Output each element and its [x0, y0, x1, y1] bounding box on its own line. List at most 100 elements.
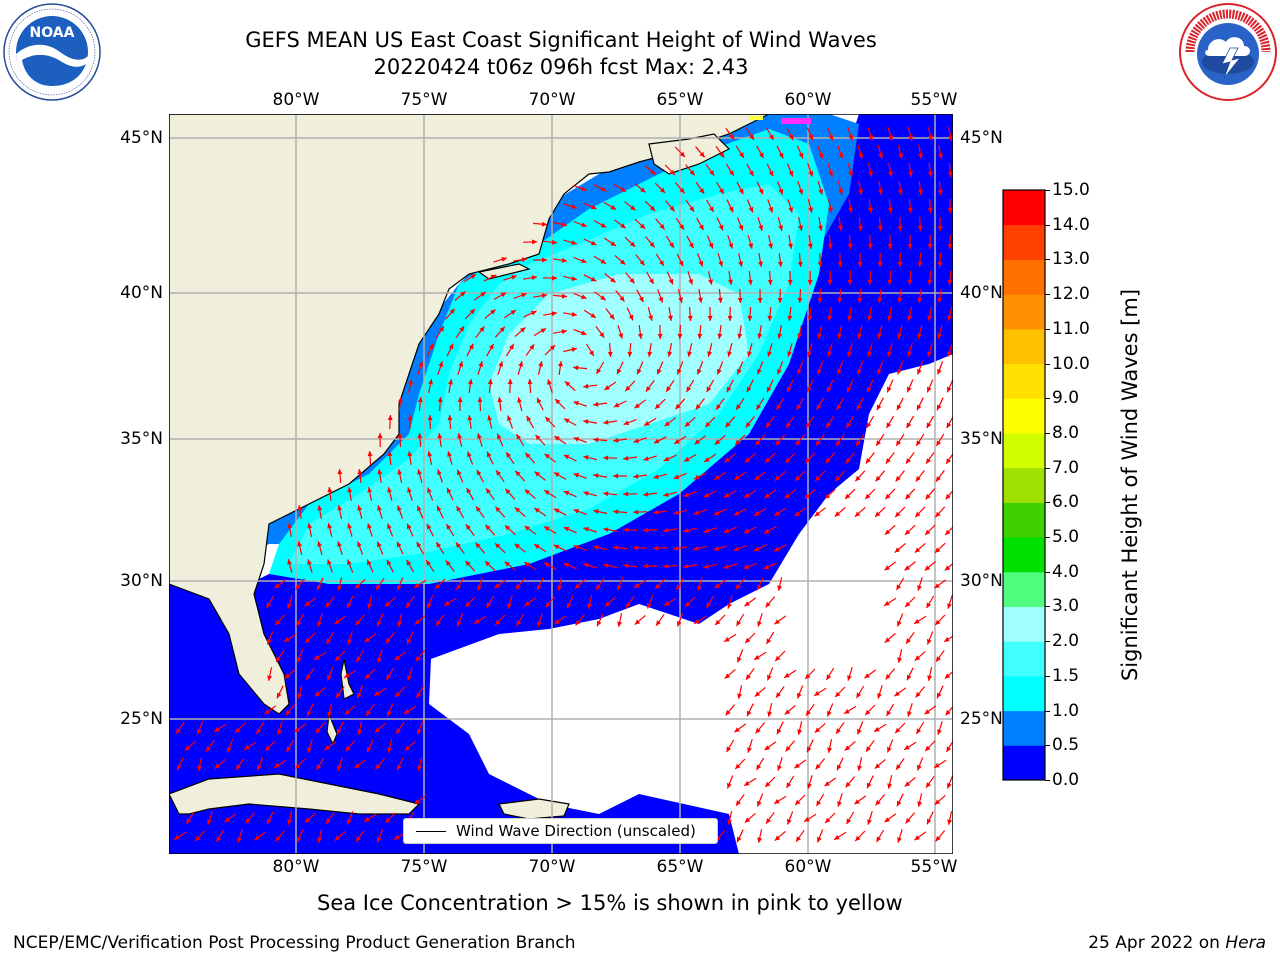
wave-direction-arrowhead [543, 562, 550, 568]
wave-direction-arrowhead [347, 523, 352, 529]
lat-tick-right: 35°N [960, 429, 1003, 449]
sea-ice-note: Sea Ice Concentration > 15% is shown in … [317, 891, 903, 915]
wave-direction-arrowhead [707, 316, 713, 321]
wave-direction-arrowhead [460, 291, 466, 297]
wave-direction-arrowhead [266, 602, 272, 609]
wave-direction-arrowhead [747, 315, 753, 321]
wave-direction-arrowhead [467, 379, 473, 385]
colorbar-segment [1003, 675, 1045, 712]
wave-direction-arrowhead [613, 437, 619, 443]
wave-direction-arrowhead [427, 451, 433, 457]
wave-direction-arrowhead [917, 801, 923, 807]
wave-direction-arrowhead [798, 225, 803, 231]
wave-direction-arrowhead [276, 656, 281, 662]
band-2-3 [489, 274, 749, 444]
footer-credit: NCEP/EMC/Verification Post Processing Pr… [13, 933, 576, 953]
wave-direction-arrowhead [697, 333, 703, 339]
wave-direction-arrowhead [887, 386, 892, 393]
wave-direction-arrowhead [327, 559, 332, 565]
wave-direction-arrowhead [663, 563, 669, 569]
wave-direction-arrowhead [307, 559, 312, 565]
colorbar-tick-mark [1045, 259, 1050, 261]
wave-direction-arrowhead [755, 439, 761, 446]
wave-direction-arrowhead [625, 385, 631, 392]
wave-direction-arrowhead [524, 601, 530, 607]
wave-direction-arrowhead [649, 205, 656, 211]
wave-direction-arrowhead [336, 692, 341, 698]
wave-direction-arrowhead [404, 745, 411, 751]
wave-direction-arrowhead [867, 386, 872, 393]
wave-direction-arrowhead [407, 451, 413, 457]
wave-direction-arrowhead [814, 511, 821, 517]
wave-direction-arrowhead [385, 637, 391, 644]
wave-direction-arrowhead [497, 433, 502, 440]
wave-direction-arrowhead [784, 672, 790, 678]
wave-direction-arrowhead [925, 493, 931, 500]
wave-direction-arrowhead [643, 563, 649, 569]
wave-direction-arrowhead [465, 560, 471, 567]
wave-direction-arrowhead [561, 329, 567, 335]
wave-direction-arrowhead [914, 655, 921, 661]
wave-direction-arrowhead [563, 526, 570, 532]
wave-direction-arrowhead [387, 451, 393, 457]
wave-direction-arrowhead [573, 401, 579, 406]
colorbar-segment [1003, 606, 1045, 642]
wave-direction-arrowhead [766, 386, 772, 393]
wave-direction-arrowhead [177, 764, 182, 771]
wave-direction-arrowhead [583, 455, 589, 460]
wave-direction-arrowhead [824, 493, 831, 499]
wave-direction-arrowhead [754, 654, 760, 660]
wave-direction-arrowhead [364, 816, 370, 822]
wave-direction-arrowhead [583, 527, 589, 532]
wave-direction-arrowhead [946, 746, 952, 753]
colorbar-segment [1003, 190, 1045, 226]
wave-direction-arrowhead [689, 206, 695, 212]
wave-direction-arrowhead [327, 674, 332, 681]
wave-direction-arrowhead [267, 818, 272, 825]
wave-direction-arrowhead [867, 279, 873, 285]
wave-direction-arrowhead [697, 585, 702, 591]
wave-direction-arrowhead [917, 764, 922, 771]
wave-direction-arrowhead [236, 764, 241, 770]
wave-direction-arrowhead [643, 456, 649, 461]
colorbar-segment [1003, 224, 1045, 260]
wave-direction-arrowhead [767, 674, 772, 681]
wave-direction-arrowhead [583, 491, 589, 496]
wave-direction-arrowhead [928, 135, 933, 141]
wave-direction-arrowhead [858, 153, 864, 159]
wave-direction-arrowhead [387, 523, 392, 529]
wave-direction-arrowhead [265, 745, 271, 751]
wave-direction-arrowhead [947, 171, 953, 177]
wave-direction-arrowhead [334, 835, 341, 841]
wave-direction-arrowhead [916, 728, 922, 735]
wave-direction-arrowhead [797, 333, 803, 339]
wave-direction-arrowhead [765, 781, 771, 787]
wave-direction-arrowhead [284, 673, 291, 679]
wave-direction-arrowhead [286, 746, 292, 753]
lon-tick-bottom: 75°W [400, 857, 448, 877]
wave-direction-arrowhead [296, 620, 302, 627]
colorbar-segment [1003, 432, 1045, 469]
wave-direction-arrowhead [531, 275, 538, 281]
wave-direction-arrowhead [620, 187, 626, 192]
wave-direction-arrowhead [875, 475, 881, 482]
wave-direction-arrowhead [677, 333, 683, 339]
wave-direction-arrowhead [516, 434, 522, 440]
wave-direction-arrowhead [617, 621, 623, 627]
wave-direction-arrowhead [571, 347, 577, 352]
wave-direction-arrowhead [798, 189, 804, 195]
wave-direction-arrowhead [653, 438, 660, 444]
wave-direction-arrowhead [387, 487, 392, 493]
colorbar-segment [1003, 745, 1045, 781]
wave-direction-arrowhead [733, 546, 740, 552]
wave-direction-arrowhead [714, 439, 721, 445]
wave-direction-arrowhead [658, 297, 664, 303]
chart-title-line2: 20220424 t06z 096h fcst Max: 2.43 [373, 55, 749, 79]
wave-direction-arrowhead [304, 817, 311, 823]
wave-direction-arrowhead [788, 170, 794, 177]
wave-direction-arrowhead [297, 505, 303, 511]
graticule [169, 114, 953, 854]
wave-direction-arrowhead [724, 636, 730, 642]
wave-direction-arrowhead [571, 276, 577, 281]
wave-direction-arrowhead [623, 563, 629, 569]
